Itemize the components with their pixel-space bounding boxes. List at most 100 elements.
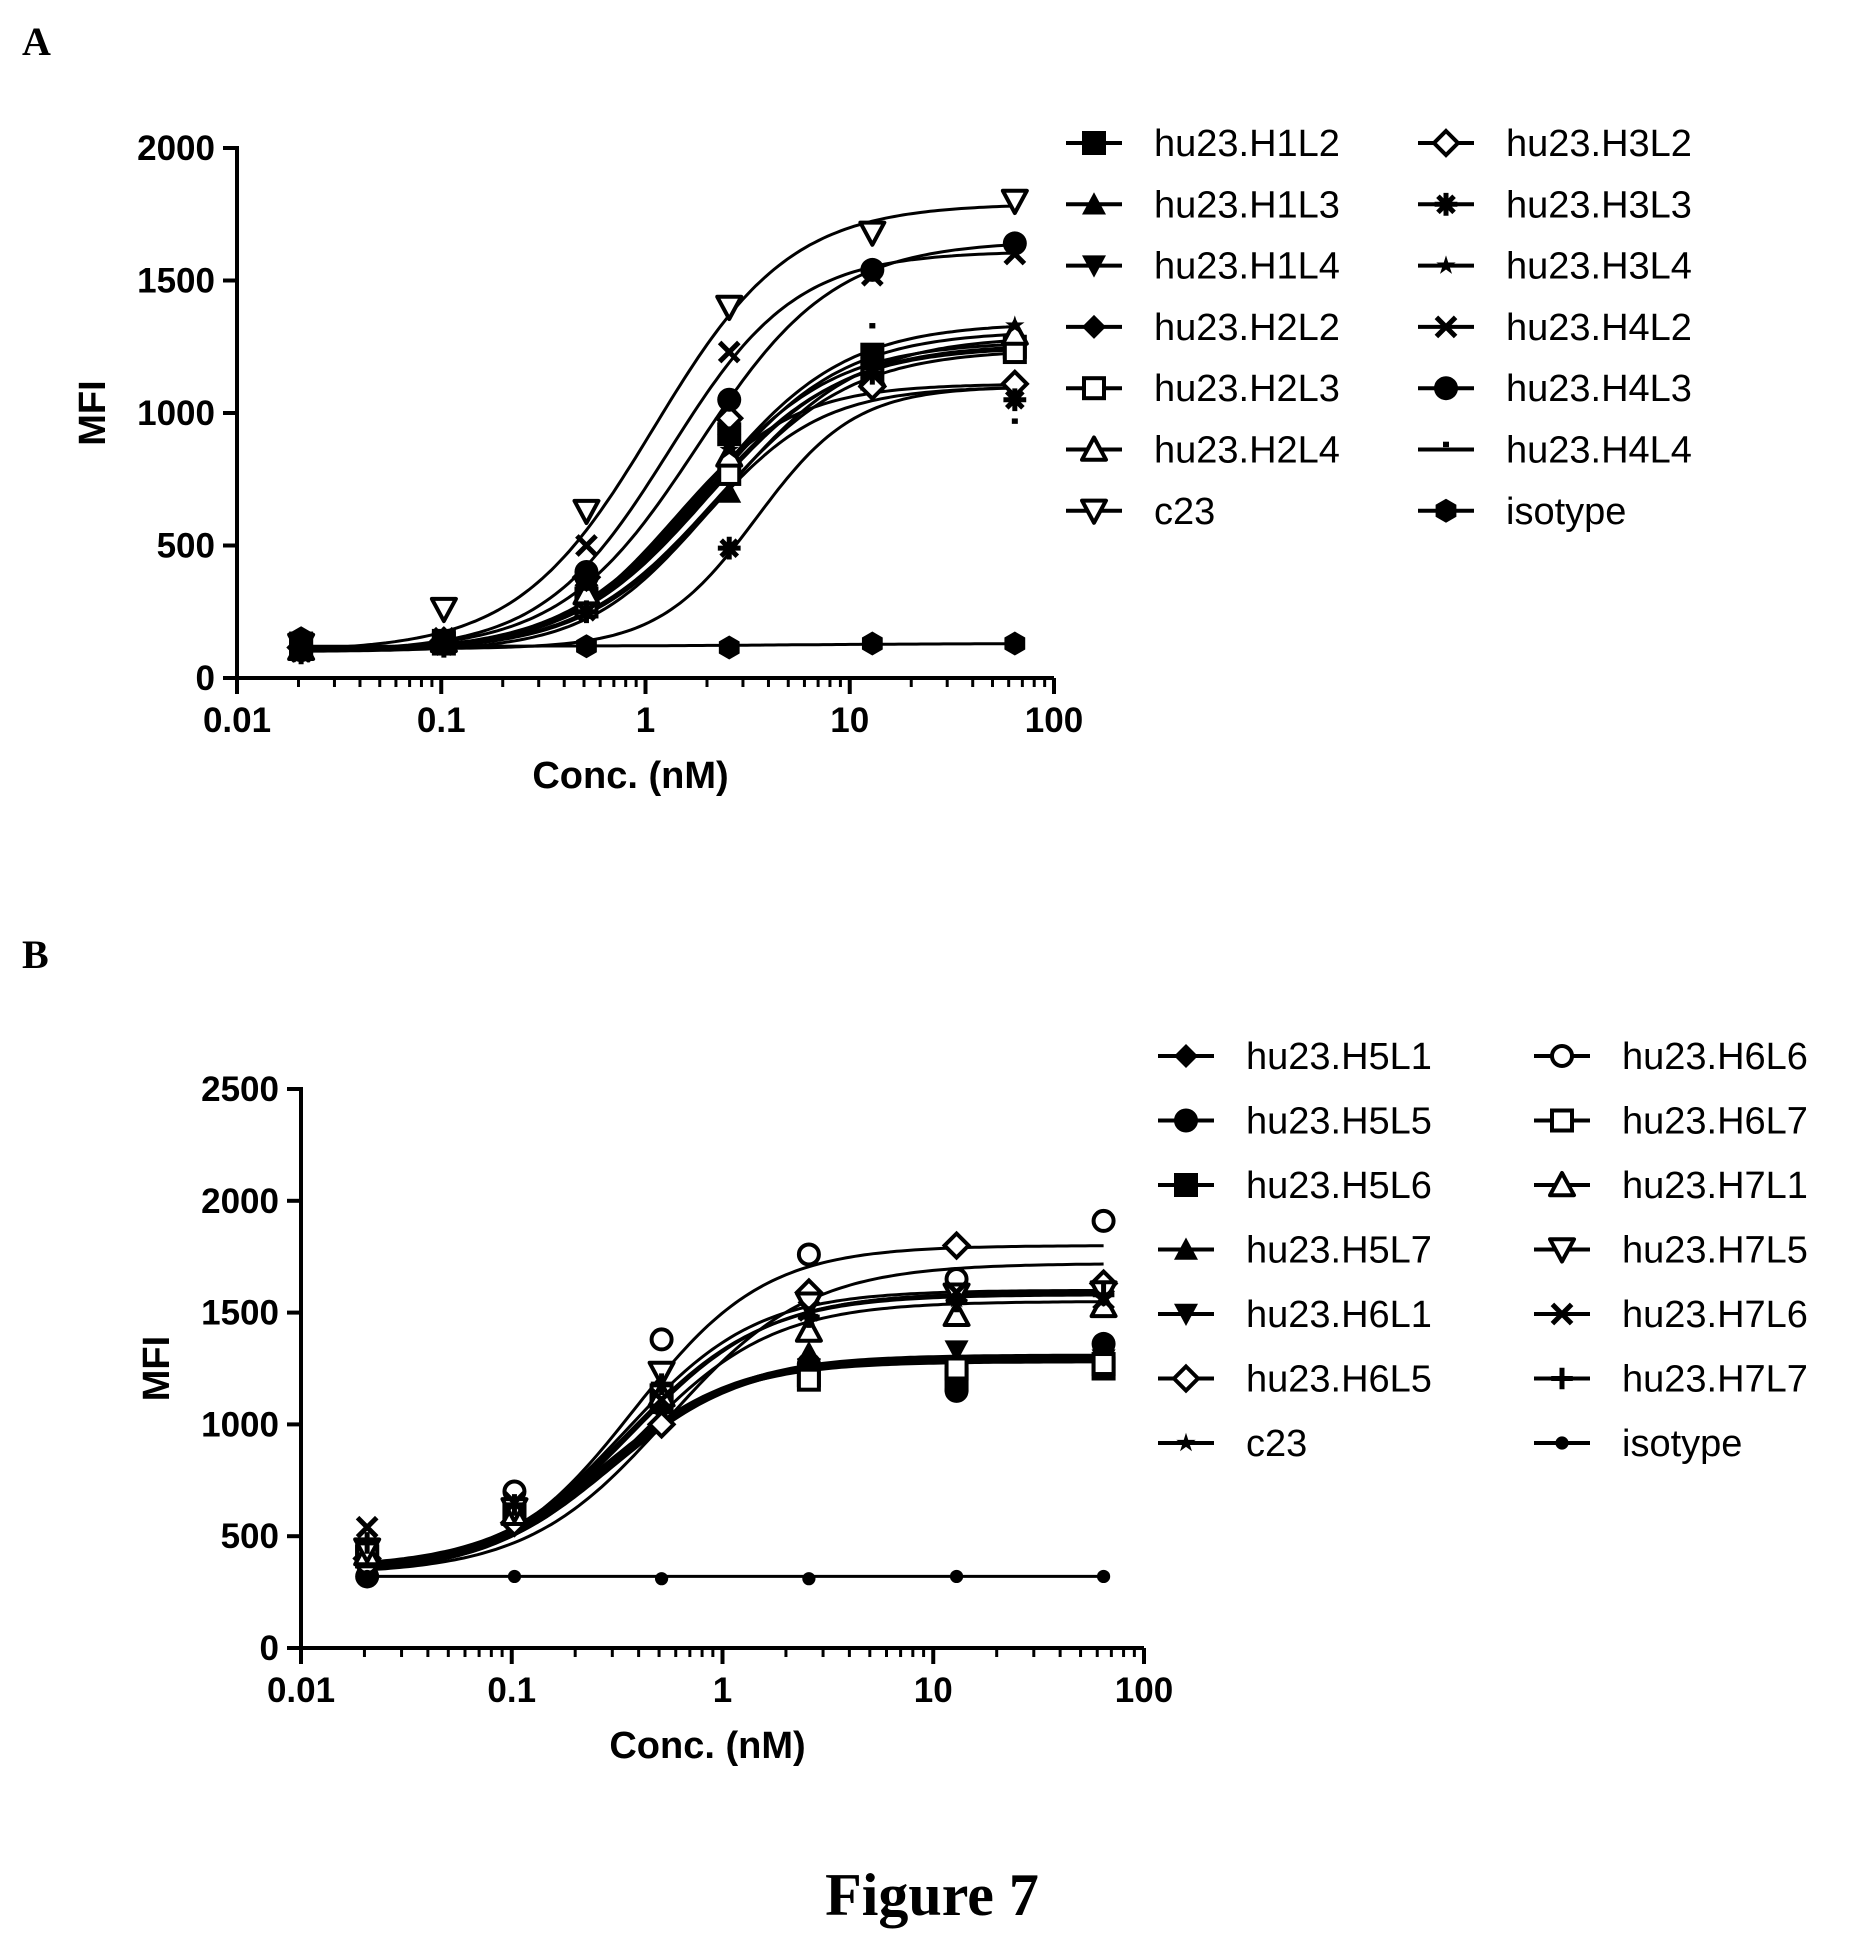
legend-item: isotype (1534, 1423, 1742, 1465)
legend-marker-hu23-h7l7 (1551, 1367, 1573, 1390)
fit-curve-isotype (301, 642, 1015, 648)
fit-curve-hu23-h3l2 (301, 383, 1015, 653)
legend-marker-hu23-h4l3 (1434, 376, 1458, 401)
fit-curve-hu23-h6l7 (366, 1358, 1104, 1569)
legend-marker-hu23-h1l4 (1082, 255, 1106, 278)
data-point-hu23-h4l4 (869, 323, 876, 329)
legend-label: hu23.H5L6 (1246, 1165, 1432, 1207)
data-point-isotype (1004, 631, 1026, 656)
x-tick-label: 1 (636, 701, 655, 740)
legend-label: isotype (1622, 1423, 1742, 1465)
legend-item: hu23.H6L7 (1534, 1101, 1808, 1143)
legend-item: hu23.H5L1 (1158, 1036, 1432, 1078)
legend-marker-c23 (1176, 1432, 1196, 1452)
data-point-hu23-h7l7 (1092, 1283, 1115, 1306)
legend-item: isotype (1418, 491, 1626, 533)
data-point-isotype (1096, 1569, 1111, 1584)
x-axis-title: Conc. (nM) (609, 1725, 805, 1767)
legend-label: hu23.H5L1 (1246, 1036, 1432, 1078)
y-tick-label: 2000 (201, 1182, 279, 1221)
legend-label: hu23.H7L7 (1622, 1359, 1808, 1401)
data-point-isotype (718, 635, 740, 660)
data-point-hu23-h6l5 (941, 1230, 972, 1261)
data-point-hu23-h7l6 (650, 1388, 673, 1412)
data-point-hu23-h2l4 (715, 441, 744, 468)
data-point-hu23-h4l2 (575, 534, 598, 557)
x-tick-label: 0.01 (267, 1671, 335, 1710)
data-point-hu23-h3l3 (717, 536, 741, 560)
data-point-hu23-h7l7 (503, 1494, 526, 1516)
fit-curve-hu23-h3l4 (301, 325, 1015, 653)
data-point-hu23-h3l4 (719, 439, 739, 459)
legend-label: hu23.H4L2 (1506, 307, 1692, 349)
data-point-isotype (433, 632, 455, 657)
legend-label: hu23.H5L7 (1246, 1230, 1432, 1272)
data-point-hu23-h4l3 (717, 387, 742, 412)
legend-item: hu23.H4L4 (1418, 430, 1692, 472)
fit-curves (366, 1244, 1104, 1578)
x-tick-label: 10 (914, 1671, 953, 1710)
y-tick-label: 0 (260, 1629, 279, 1668)
legend-label: hu23.H6L1 (1246, 1294, 1432, 1336)
legend-item: hu23.H2L2 (1066, 307, 1340, 349)
legend-item: hu23.H4L2 (1418, 307, 1692, 349)
data-point-isotype (949, 1569, 964, 1584)
legend-label: hu23.H3L4 (1506, 246, 1692, 288)
legend-item: c23 (1066, 491, 1215, 533)
data-point-hu23-h4l2 (717, 340, 741, 364)
legend-marker-hu23-h6l6 (1550, 1044, 1574, 1068)
legend-item: hu23.H4L3 (1418, 368, 1692, 410)
fit-curve-hu23-h4l3 (301, 243, 1015, 652)
legend-label: hu23.H4L3 (1506, 368, 1692, 410)
fit-curve-hu23-h7l5 (367, 1288, 1104, 1566)
data-point-hu23-h4l3 (574, 560, 599, 584)
panel-label-a: A (22, 19, 51, 64)
data-point-hu23-h1l3 (717, 480, 742, 503)
data-point-hu23-h5l7 (796, 1340, 821, 1364)
data-point-hu23-h3l3 (860, 361, 884, 385)
legend-label: hu23.H5L5 (1246, 1101, 1432, 1143)
legend-label: hu23.H7L1 (1622, 1165, 1808, 1207)
x-tick-label: 100 (1025, 701, 1083, 740)
legend-item: hu23.H7L5 (1534, 1230, 1808, 1272)
legend-label: isotype (1506, 491, 1626, 533)
legend: hu23.H1L2 hu23.H1L3 hu23.H1L4 hu23.H2L2 hu23… (1066, 123, 1692, 533)
y-tick-label: 500 (157, 527, 215, 566)
legend-marker-hu23-h7l5 (1548, 1237, 1576, 1264)
legend-label: hu23.H1L4 (1154, 246, 1340, 288)
data-point-isotype (654, 1572, 669, 1586)
legend-marker-hu23-h5l6 (1174, 1173, 1198, 1197)
legend-marker-hu23-h3l3 (1434, 192, 1458, 216)
legend-item: hu23.H2L3 (1066, 368, 1340, 410)
legend-item: hu23.H3L4 (1418, 246, 1692, 288)
data-point-c23 (715, 294, 744, 321)
chart-a: 0 500 1000 1500 2000 0.01 0.1 1 10 100 Conc. (nM) M… (72, 123, 1692, 797)
legend: hu23.H5L1 hu23.H5L5 hu23.H5L6 hu23.H5L7 hu23… (1158, 1036, 1808, 1465)
data-point-c23 (1000, 188, 1029, 215)
data-point-hu23-h6l6 (796, 1242, 821, 1267)
y-axis-title: MFI (136, 1336, 178, 1401)
data-point-hu23-h6l6 (1091, 1208, 1116, 1233)
data-points (352, 1208, 1119, 1589)
legend-marker-hu23-h1l3 (1082, 192, 1106, 215)
data-points (286, 188, 1030, 665)
y-tick-label: 0 (196, 659, 215, 698)
legend-label: hu23.H1L3 (1154, 184, 1340, 226)
data-point-c23 (429, 596, 458, 624)
x-axis-title: Conc. (nM) (532, 755, 728, 797)
legend-item: hu23.H5L7 (1158, 1230, 1432, 1272)
fit-curve-hu23-h5l6 (366, 1360, 1104, 1566)
legend-marker-hu23-h1l2 (1082, 131, 1106, 155)
legend-item: hu23.H1L4 (1066, 246, 1340, 288)
data-point-hu23-h3l4 (1005, 315, 1025, 334)
data-point-hu23-h3l3 (575, 600, 598, 624)
x-tick-label: 10 (830, 701, 869, 740)
data-point-isotype (290, 626, 312, 651)
legend-item: hu23.H1L2 (1066, 123, 1340, 165)
data-point-isotype (507, 1569, 522, 1584)
legend-label: hu23.H2L4 (1154, 430, 1340, 472)
legend-marker-hu23-h2l3 (1082, 376, 1106, 401)
data-point-hu23-h7l7 (356, 1532, 378, 1554)
legend-marker-hu23-h3l2 (1431, 128, 1461, 158)
data-point-hu23-h4l4 (1011, 418, 1018, 424)
